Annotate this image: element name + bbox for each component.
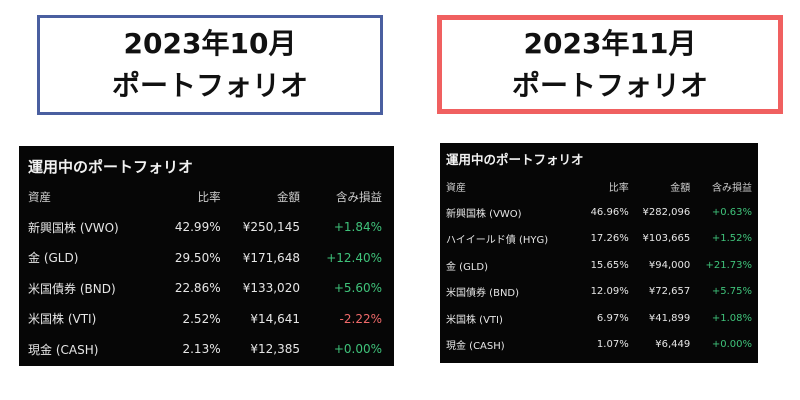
asset-name: 米国株 (VTI) xyxy=(28,312,97,327)
table-row[interactable]: 米国債券 (BND) 12.09% ¥72,657 +5.75% xyxy=(440,279,758,306)
asset-ratio: 15.65% xyxy=(590,259,629,271)
portfolio-table: 資産 比率 金額 含み損益 新興国株 (VWO) 46.96% ¥282,096… xyxy=(440,173,758,358)
asset-ratio: 29.50% xyxy=(174,250,221,265)
asset-name: 米国株 (VTI) xyxy=(446,314,503,326)
asset-ratio: 1.07% xyxy=(596,339,629,351)
asset-name: 金 (GLD) xyxy=(446,261,489,273)
portfolio-table: 資産 比率 金額 含み損益 新興国株 (VWO) 42.99% ¥250,145… xyxy=(19,182,394,365)
table-row[interactable]: 新興国株 (VWO) 42.99% ¥250,145 +1.84% xyxy=(19,212,394,243)
asset-amount: ¥171,648 xyxy=(242,250,300,265)
asset-gain: +21.73% xyxy=(705,259,752,271)
october-heading-portfolio: ポートフォリオ xyxy=(111,69,308,102)
panel-title: 運用中のポートフォリオ xyxy=(28,158,194,176)
asset-amount: ¥41,899 xyxy=(648,312,691,324)
asset-gain: +1.08% xyxy=(711,312,752,324)
table-row[interactable]: 米国債券 (BND) 22.86% ¥133,020 +5.60% xyxy=(19,273,394,304)
asset-gain: +1.84% xyxy=(333,220,382,235)
table-row[interactable]: 新興国株 (VWO) 46.96% ¥282,096 +0.63% xyxy=(440,199,758,226)
table-row[interactable]: 金 (GLD) 15.65% ¥94,000 +21.73% xyxy=(440,252,758,279)
header-gain: 含み損益 xyxy=(712,182,752,194)
asset-gain: +5.60% xyxy=(333,281,382,296)
panel-title: 運用中のポートフォリオ xyxy=(446,152,584,167)
asset-gain: -2.22% xyxy=(339,311,382,326)
october-portfolio-panel: 運用中のポートフォリオ 資産 比率 金額 含み損益 新興国株 (VWO) 42.… xyxy=(19,146,394,366)
asset-amount: ¥103,665 xyxy=(642,233,691,245)
asset-name: 米国債券 (BND) xyxy=(28,281,116,296)
table-header-row: 資産 比率 金額 含み損益 xyxy=(440,173,758,199)
header-ratio: 比率 xyxy=(197,190,221,204)
asset-gain: +5.75% xyxy=(711,286,752,298)
asset-name: ハイイールド債 (HYG) xyxy=(446,235,549,247)
header-gain: 含み損益 xyxy=(336,190,382,204)
table-row[interactable]: ハイイールド債 (HYG) 17.26% ¥103,665 +1.52% xyxy=(440,226,758,253)
asset-name: 現金 (CASH) xyxy=(28,342,99,357)
asset-ratio: 22.86% xyxy=(174,281,221,296)
asset-amount: ¥133,020 xyxy=(242,281,300,296)
header-asset: 資産 xyxy=(28,190,51,204)
table-row[interactable]: 現金 (CASH) 1.07% ¥6,449 +0.00% xyxy=(440,332,758,359)
asset-ratio: 2.52% xyxy=(182,311,221,326)
november-heading-portfolio: ポートフォリオ xyxy=(511,68,708,102)
asset-ratio: 6.97% xyxy=(596,312,629,324)
table-header-row: 資産 比率 金額 含み損益 xyxy=(19,182,394,212)
asset-name: 現金 (CASH) xyxy=(446,341,505,353)
asset-gain: +12.40% xyxy=(326,250,382,265)
asset-ratio: 17.26% xyxy=(590,233,629,245)
asset-gain: +0.63% xyxy=(711,206,752,218)
asset-gain: +0.00% xyxy=(333,342,382,357)
header-amount: 金額 xyxy=(276,190,300,204)
asset-ratio: 12.09% xyxy=(590,286,629,298)
header-asset: 資産 xyxy=(446,182,466,194)
asset-ratio: 46.96% xyxy=(590,206,629,218)
table-row[interactable]: 現金 (CASH) 2.13% ¥12,385 +0.00% xyxy=(19,334,394,365)
asset-name: 新興国株 (VWO) xyxy=(446,208,522,220)
table-row[interactable]: 米国株 (VTI) 6.97% ¥41,899 +1.08% xyxy=(440,305,758,332)
table-row[interactable]: 米国株 (VTI) 2.52% ¥14,641 -2.22% xyxy=(19,304,394,335)
asset-amount: ¥12,385 xyxy=(250,342,300,357)
october-heading-month: 2023年10月 xyxy=(123,27,297,60)
asset-amount: ¥6,449 xyxy=(655,339,691,351)
november-heading-box: 2023年11月 ポートフォリオ xyxy=(437,15,783,114)
asset-ratio: 2.13% xyxy=(182,342,221,357)
header-amount: 金額 xyxy=(670,182,691,194)
asset-name: 米国債券 (BND) xyxy=(446,288,520,300)
asset-gain: +0.00% xyxy=(711,339,752,351)
table-row[interactable]: 金 (GLD) 29.50% ¥171,648 +12.40% xyxy=(19,243,394,274)
november-heading-month: 2023年11月 xyxy=(523,26,697,60)
asset-gain: +1.52% xyxy=(711,233,752,245)
asset-amount: ¥282,096 xyxy=(642,206,691,218)
asset-ratio: 42.99% xyxy=(174,220,221,235)
asset-amount: ¥72,657 xyxy=(648,286,691,298)
november-portfolio-panel: 運用中のポートフォリオ 資産 比率 金額 含み損益 新興国株 (VWO) 46.… xyxy=(440,143,758,363)
asset-amount: ¥94,000 xyxy=(648,259,691,271)
asset-amount: ¥250,145 xyxy=(242,220,300,235)
header-ratio: 比率 xyxy=(608,182,629,194)
asset-name: 金 (GLD) xyxy=(28,251,79,266)
asset-name: 新興国株 (VWO) xyxy=(28,220,119,235)
asset-amount: ¥14,641 xyxy=(250,311,300,326)
october-heading-box: 2023年10月 ポートフォリオ xyxy=(37,15,383,115)
